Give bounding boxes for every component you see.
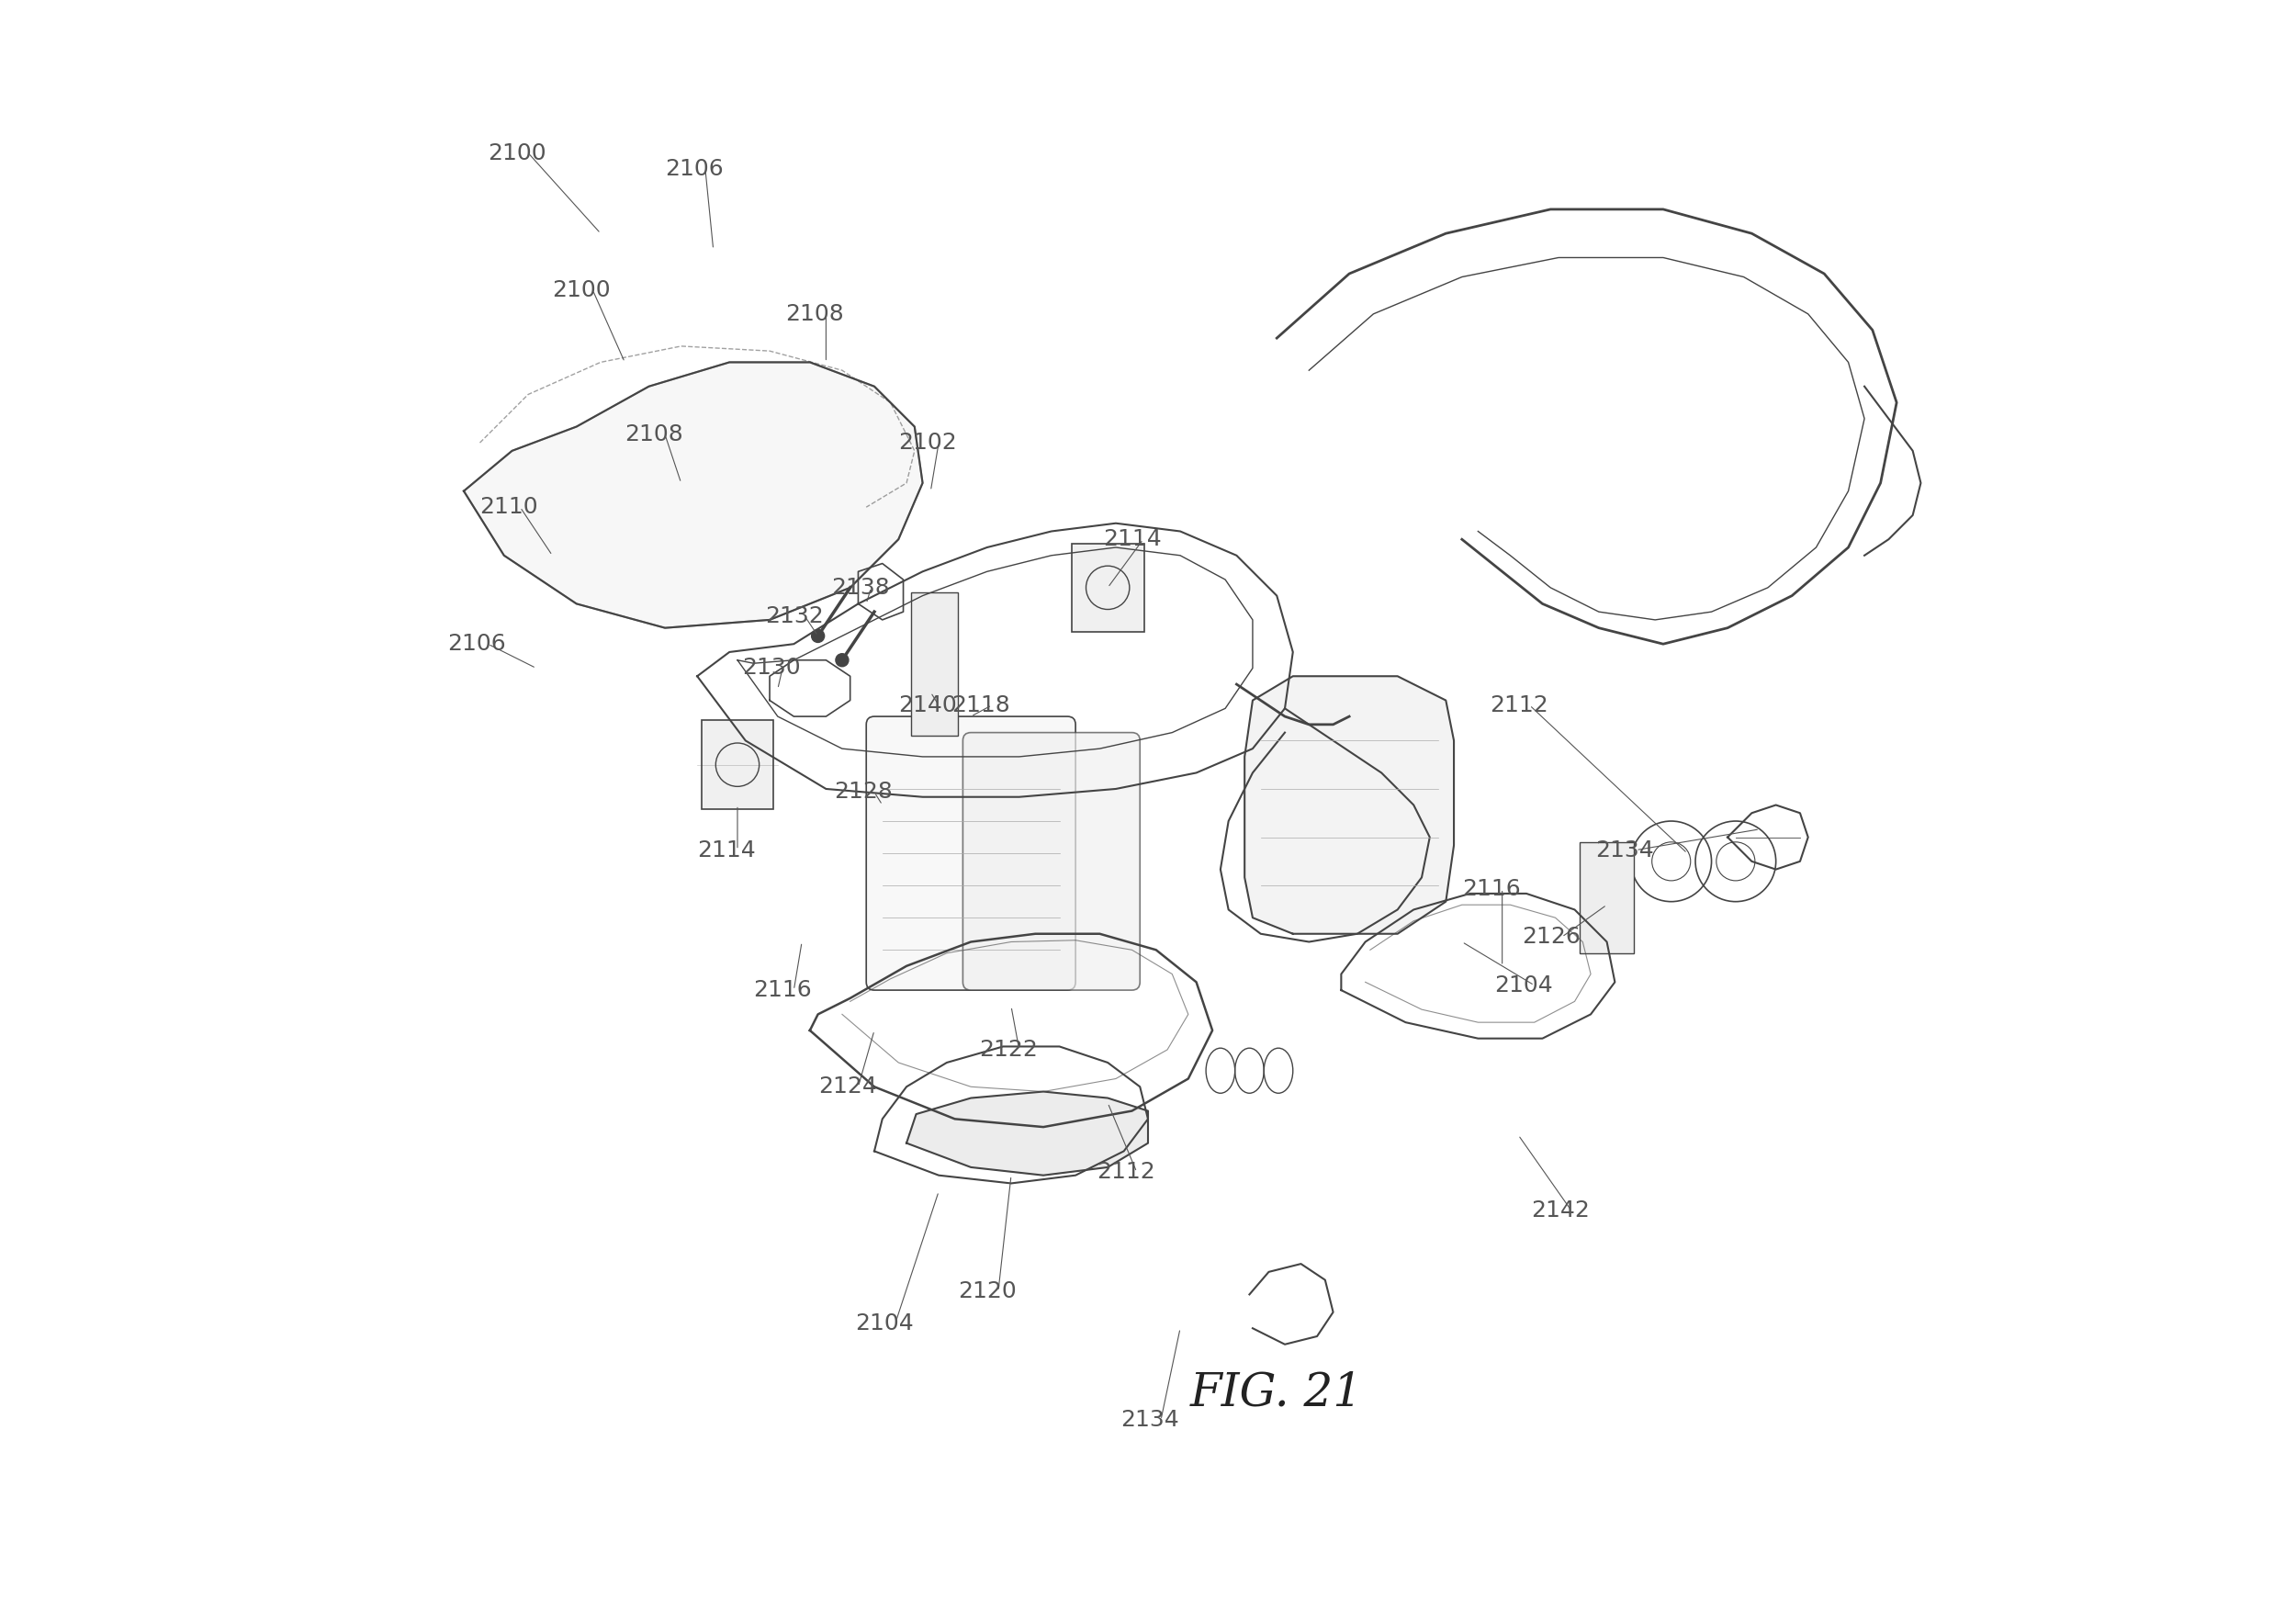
- Text: 2124: 2124: [817, 1075, 877, 1098]
- FancyBboxPatch shape: [1072, 543, 1143, 633]
- FancyBboxPatch shape: [962, 733, 1139, 990]
- Text: 2128: 2128: [833, 781, 893, 803]
- Circle shape: [810, 630, 824, 642]
- Text: 2114: 2114: [698, 839, 755, 861]
- Polygon shape: [907, 1092, 1148, 1175]
- Text: 2120: 2120: [957, 1280, 1017, 1302]
- Text: 2106: 2106: [448, 633, 505, 655]
- Text: 2132: 2132: [765, 605, 824, 628]
- Circle shape: [836, 654, 850, 667]
- FancyBboxPatch shape: [866, 716, 1075, 990]
- Text: 2130: 2130: [742, 657, 801, 679]
- Text: 2106: 2106: [666, 158, 723, 180]
- Text: 2134: 2134: [1120, 1409, 1180, 1431]
- Text: 2108: 2108: [625, 423, 684, 446]
- Text: 2126: 2126: [1522, 926, 1580, 948]
- Text: 2118: 2118: [951, 694, 1010, 716]
- Polygon shape: [1244, 676, 1453, 934]
- Text: 2116: 2116: [753, 979, 813, 1001]
- FancyBboxPatch shape: [700, 721, 774, 810]
- Text: 2140: 2140: [898, 694, 957, 716]
- FancyBboxPatch shape: [1580, 842, 1635, 953]
- Text: 2112: 2112: [1097, 1161, 1155, 1183]
- Text: 2102: 2102: [898, 431, 957, 454]
- Polygon shape: [464, 362, 923, 628]
- Text: 2112: 2112: [1490, 694, 1548, 716]
- Text: 2110: 2110: [480, 496, 537, 518]
- Text: 2104: 2104: [1495, 974, 1552, 997]
- FancyBboxPatch shape: [912, 592, 957, 736]
- Text: 2134: 2134: [1596, 839, 1653, 861]
- Text: FIG. 21: FIG. 21: [1189, 1370, 1364, 1415]
- Text: 2138: 2138: [831, 576, 889, 599]
- Text: 2104: 2104: [854, 1312, 914, 1335]
- Text: 2114: 2114: [1102, 528, 1162, 551]
- Text: 2116: 2116: [1463, 877, 1520, 900]
- Text: 2100: 2100: [489, 142, 546, 164]
- Text: 2142: 2142: [1531, 1199, 1589, 1222]
- Text: 2100: 2100: [553, 279, 611, 301]
- Text: 2108: 2108: [785, 303, 845, 325]
- Text: 2122: 2122: [978, 1038, 1038, 1061]
